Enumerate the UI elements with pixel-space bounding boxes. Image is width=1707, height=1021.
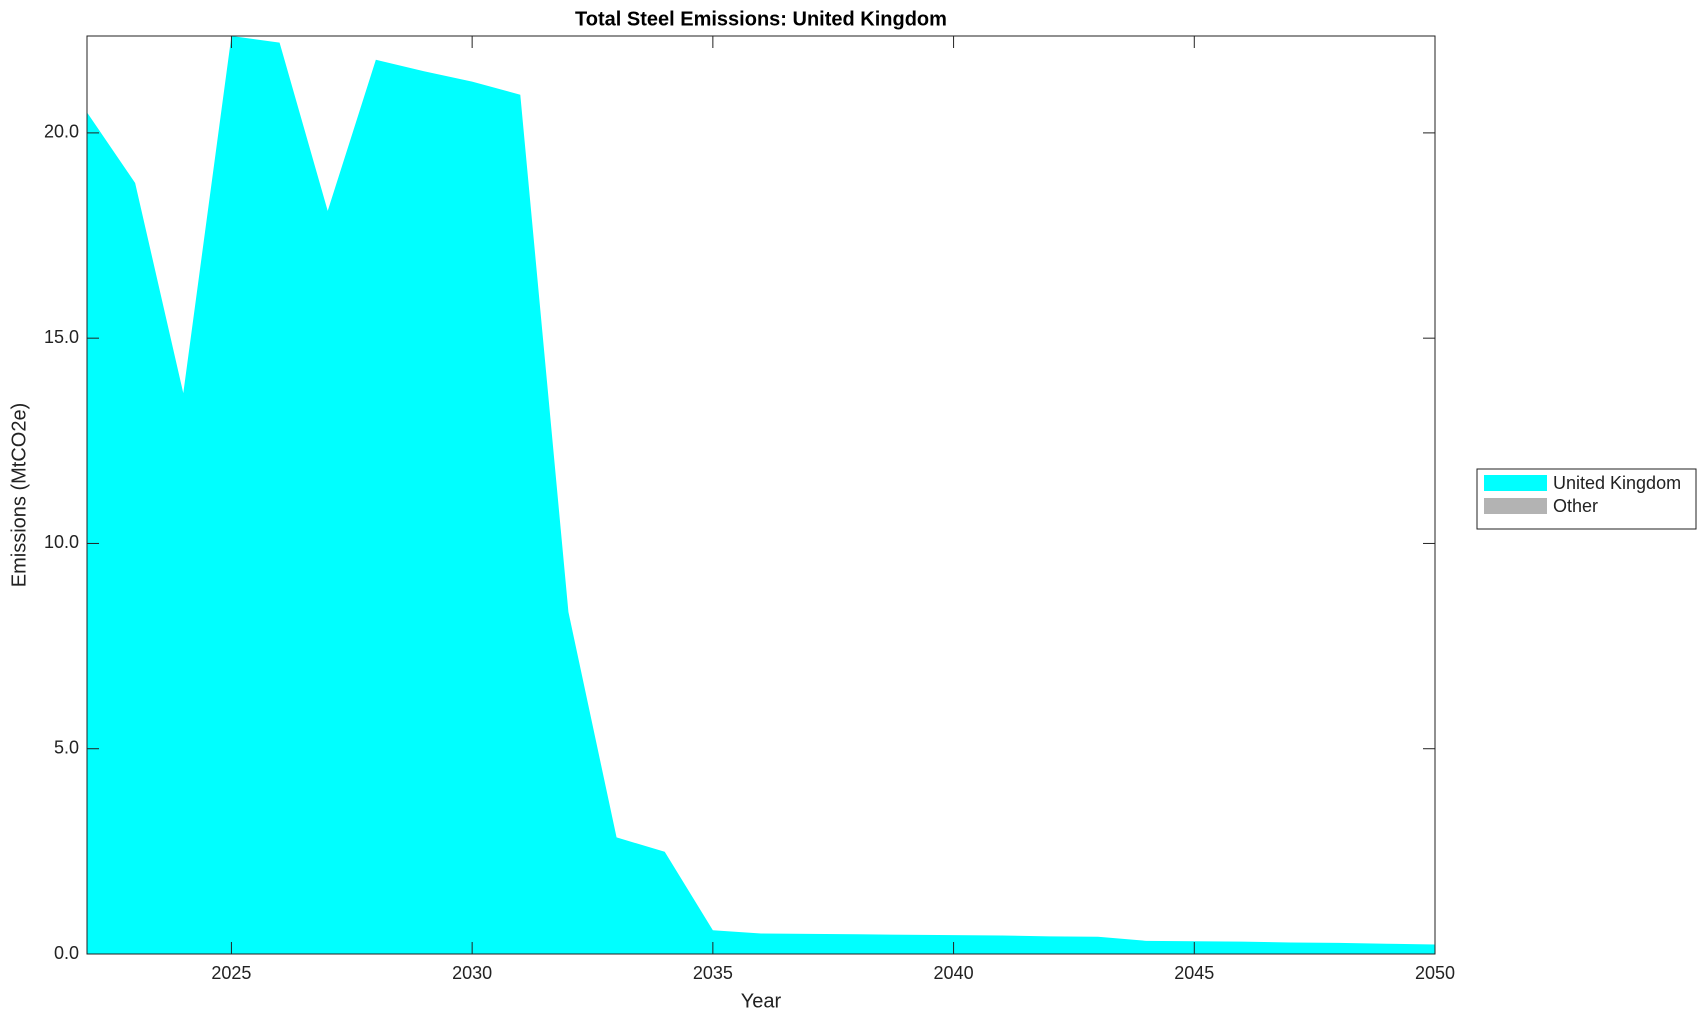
y-tick-label: 20.0 xyxy=(44,122,79,142)
x-tick-label: 2045 xyxy=(1174,963,1214,983)
x-tick-label: 2040 xyxy=(934,963,974,983)
legend-label: Other xyxy=(1553,496,1598,516)
legend-swatch xyxy=(1484,498,1547,514)
plot-frame xyxy=(86,35,1436,955)
x-tick-label: 2035 xyxy=(693,963,733,983)
x-tick-label: 2025 xyxy=(211,963,251,983)
area xyxy=(87,36,1435,954)
legend-swatch xyxy=(1484,475,1547,491)
x-tick-label: 2030 xyxy=(452,963,492,983)
y-axis-label: Emissions (MtCO2e) xyxy=(8,403,30,587)
y-tick-label: 15.0 xyxy=(44,327,79,347)
y-tick-label: 5.0 xyxy=(54,737,79,757)
x-axis-label: Year xyxy=(741,990,782,1012)
y-tick-label: 0.0 xyxy=(54,943,79,963)
legend-label: United Kingdom xyxy=(1553,473,1681,493)
chart-title: Total Steel Emissions: United Kingdom xyxy=(575,8,947,30)
y-tick-label: 10.0 xyxy=(44,532,79,552)
x-tick-label: 2050 xyxy=(1415,963,1455,983)
